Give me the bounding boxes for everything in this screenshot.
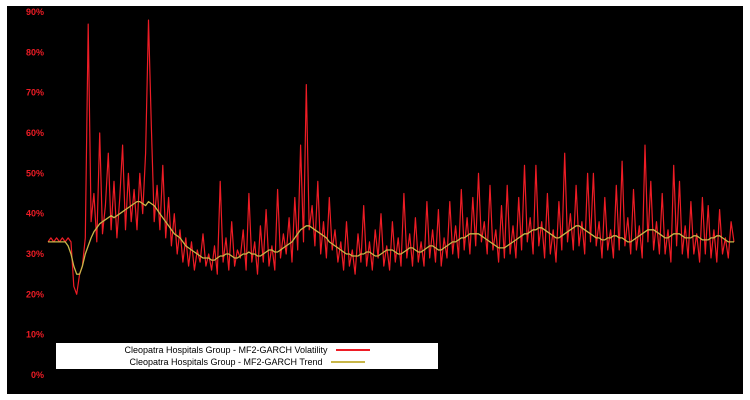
legend-row-trend: Cleopatra Hospitals Group - MF2-GARCH Tr… <box>60 356 434 368</box>
y-axis-tick-label: 10% <box>26 330 44 340</box>
y-axis-tick-label: 50% <box>26 168 44 178</box>
y-axis-tick-label: 0% <box>31 370 44 380</box>
y-axis-tick-label: 80% <box>26 47 44 57</box>
legend-line-sample-volatility <box>335 349 370 351</box>
y-axis-tick-label: 20% <box>26 289 44 299</box>
y-axis-tick-label: 90% <box>26 7 44 17</box>
trend-series-line <box>48 200 734 275</box>
y-axis-tick-label: 70% <box>26 88 44 98</box>
chart-legend: Cleopatra Hospitals Group - MF2-GARCH Vo… <box>56 343 438 369</box>
legend-row-volatility: Cleopatra Hospitals Group - MF2-GARCH Vo… <box>60 344 434 356</box>
legend-label-trend: Cleopatra Hospitals Group - MF2-GARCH Tr… <box>129 357 323 367</box>
y-axis-tick-label: 60% <box>26 128 44 138</box>
volatility-series-line <box>47 19 735 295</box>
y-axis-tick-label: 40% <box>26 209 44 219</box>
legend-label-volatility: Cleopatra Hospitals Group - MF2-GARCH Vo… <box>124 345 328 355</box>
y-axis-tick-label: 30% <box>26 249 44 259</box>
legend-line-sample-trend <box>330 361 365 363</box>
